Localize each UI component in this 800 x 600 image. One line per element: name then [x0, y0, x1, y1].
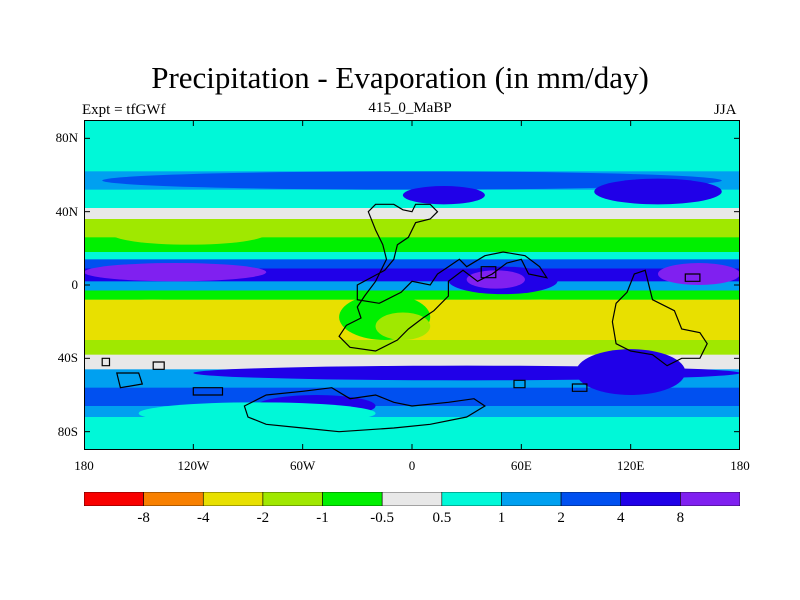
region-north-storm-track	[102, 171, 722, 190]
map-title: Precipitation - Evaporation (in mm/day)	[151, 60, 649, 95]
colorbar-label: -8	[137, 510, 150, 526]
zonal-band-12	[84, 340, 740, 356]
colorbar-swatch-10	[680, 492, 740, 506]
region-indian-ocean-dry	[484, 299, 595, 333]
period-label: 415_0_MaBP	[368, 100, 452, 116]
colorbar-swatch-1	[143, 492, 204, 506]
region-west-indian-dry	[648, 303, 713, 340]
colorbar-label: -1	[316, 510, 329, 526]
colorbar-swatch-2	[202, 492, 264, 506]
zonal-band-0	[84, 120, 740, 172]
axis-ticks	[84, 120, 740, 450]
colorbar-label: 8	[676, 510, 685, 526]
map-plot-area	[84, 120, 740, 450]
latitude-label: 80N	[55, 130, 78, 146]
land-outline-tip-west	[116, 372, 144, 389]
season-label: JJA	[714, 102, 737, 118]
zonal-band-3	[84, 208, 740, 220]
land-outline-isle-b	[152, 361, 165, 370]
latitude-label: 40S	[57, 350, 78, 366]
longitude-label: 120W	[177, 458, 210, 473]
land-outline-isle-g	[480, 266, 497, 279]
region-south-atlantic-yellow	[375, 312, 431, 340]
region-north-atlantic-low	[402, 186, 485, 205]
colorbar-label: -0.5	[370, 510, 395, 526]
colorbar-swatch-7	[501, 492, 562, 506]
latitude-label: 80S	[57, 423, 78, 439]
longitude-label: 180	[74, 458, 94, 473]
zonal-band-5	[84, 237, 740, 253]
zonal-band-13	[84, 354, 740, 370]
colorbar-label: -2	[256, 510, 270, 526]
contour-fill-layer	[84, 120, 740, 450]
colorbar-label: 1	[497, 510, 506, 526]
region-central-pacific-itcz	[84, 263, 267, 282]
longitude-label: 60W	[290, 458, 316, 473]
land-outline-isle-e	[101, 357, 111, 367]
colorbar	[84, 492, 740, 506]
region-south-pacific-dry	[93, 299, 212, 329]
experiment-label: Expt = tfGWf	[82, 102, 166, 118]
longitude-label: 180	[730, 458, 750, 473]
region-antarctic-margin-east	[576, 349, 686, 395]
colorbar-swatch-8	[560, 492, 622, 506]
zonal-band-7	[84, 259, 740, 269]
region-north-pacific-dry	[111, 222, 267, 245]
longitude-label: 0	[408, 458, 416, 473]
zonal-band-16	[84, 406, 740, 418]
land-outline-continent-east	[611, 269, 708, 367]
colorbar-swatch-3	[262, 492, 323, 506]
colorbar-swatch-0	[84, 492, 144, 506]
land-outline-isle-c	[513, 379, 526, 389]
colorbar-label: 0.5	[432, 510, 452, 526]
zonal-band-15	[84, 387, 740, 407]
region-antarctic-ice	[138, 402, 376, 425]
region-east-asia-low	[594, 178, 722, 205]
colorbar-swatch-5	[381, 492, 443, 506]
land-outline-isle-f	[684, 273, 701, 282]
land-outline-isle-a	[192, 387, 224, 396]
colorbar-label: 4	[616, 510, 625, 526]
colorbar-label: -4	[197, 510, 210, 526]
latitude-label: 40N	[55, 203, 78, 219]
land-outline-continent-north	[338, 203, 549, 352]
zonal-band-10	[84, 290, 740, 301]
colorbar-swatch-6	[441, 492, 502, 506]
colorbar-label: 2	[557, 510, 565, 526]
longitude-label: 60E	[510, 458, 532, 473]
land-outline-isle-d	[571, 383, 588, 392]
colorbar-swatch-4	[322, 492, 383, 506]
land-outline-southern-landmass	[243, 387, 487, 433]
zonal-band-9	[84, 281, 740, 291]
longitude-label: 120E	[616, 458, 645, 473]
zonal-band-6	[84, 252, 740, 260]
latitude-label: 0	[71, 277, 79, 292]
colorbar-swatch-9	[620, 492, 681, 506]
land-outline-layer	[101, 203, 708, 433]
